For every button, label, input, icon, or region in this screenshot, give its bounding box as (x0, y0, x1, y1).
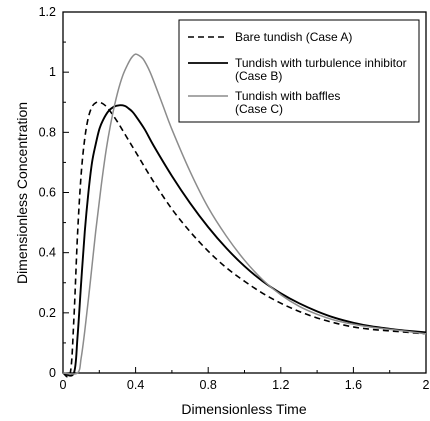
x-tick-label: 1.6 (345, 378, 362, 392)
legend: Bare tundish (Case A) Tundish with turbu… (178, 19, 420, 123)
legend-label-case-b-line2: (Case B) (235, 69, 282, 83)
y-tick-label: 0.6 (39, 186, 56, 200)
y-tick-label: 1 (49, 65, 56, 79)
y-axis-title: Dimensionless Concentration (14, 102, 30, 284)
series-line-case-b (62, 104, 427, 377)
y-tick-label: 0.4 (39, 246, 56, 260)
x-tick-label: 2 (423, 378, 430, 392)
y-tick-label: 0 (49, 366, 56, 380)
y-tick-label: 1.2 (39, 5, 56, 19)
x-axis-ticks: 0 0.4 0.8 1.2 1.6 2 (60, 367, 430, 392)
legend-label-case-c-line1: Tundish with baffles (235, 89, 340, 103)
y-axis-ticks: 0 0.2 0.4 0.6 0.8 1 1.2 (39, 5, 69, 380)
y-tick-label: 0.2 (39, 306, 56, 320)
x-tick-label: 1.2 (272, 378, 289, 392)
x-axis-title: Dimensionless Time (181, 401, 306, 417)
x-tick-label: 0.8 (200, 378, 217, 392)
y-tick-label: 0.8 (39, 125, 56, 139)
legend-label-case-c-line2: (Case C) (235, 102, 283, 116)
legend-label-case-a: Bare tundish (Case A) (235, 30, 352, 44)
x-tick-label: 0.4 (127, 378, 144, 392)
series-layer (62, 53, 427, 378)
series-line-case-a (62, 101, 427, 378)
legend-label-case-b-line1: Tundish with turbulence inhibitor (235, 56, 407, 70)
series-line-case-c (62, 53, 427, 375)
x-tick-label: 0 (60, 378, 67, 392)
